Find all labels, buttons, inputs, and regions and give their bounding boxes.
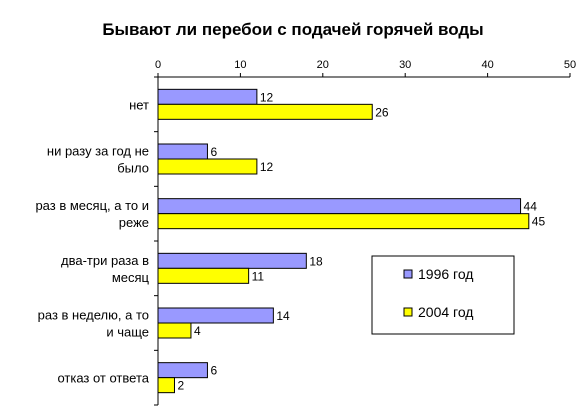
data-label: 2 bbox=[177, 379, 184, 393]
bar bbox=[157, 377, 175, 394]
data-label: 12 bbox=[260, 90, 274, 104]
bar bbox=[157, 213, 530, 230]
bar bbox=[157, 267, 250, 284]
data-label: 4 bbox=[194, 324, 201, 338]
bar bbox=[157, 307, 274, 324]
x-tick-label: 40 bbox=[481, 59, 493, 71]
category-label: раз в месяц, а то и bbox=[35, 198, 149, 213]
chart-title: Бывают ли перебои с подачей горячей воды bbox=[102, 20, 483, 39]
x-tick-label: 30 bbox=[399, 59, 411, 71]
category-label: реже bbox=[119, 215, 149, 230]
data-label: 44 bbox=[524, 200, 538, 214]
x-tick-label: 0 bbox=[155, 59, 161, 71]
bar bbox=[157, 158, 258, 175]
category-label: ни разу за год не bbox=[47, 144, 149, 159]
bar bbox=[157, 103, 373, 120]
bar bbox=[157, 88, 258, 105]
legend-entry: 1996 год bbox=[418, 266, 473, 282]
category-label: было bbox=[117, 161, 149, 176]
legend: 1996 год 2004 год bbox=[371, 255, 515, 335]
legend-swatch bbox=[403, 269, 413, 279]
category-label: и чаще bbox=[106, 325, 149, 340]
bar bbox=[157, 362, 208, 379]
data-label: 11 bbox=[252, 269, 265, 283]
x-axis: 0 10 20 30 40 50 bbox=[154, 59, 576, 406]
category-label: нет bbox=[129, 97, 149, 112]
category-labels: нет ни разу за год не было раз в месяц, а т… bbox=[35, 97, 149, 385]
x-tick-label: 20 bbox=[317, 59, 329, 71]
legend-entry: 2004 год bbox=[418, 304, 473, 320]
x-tick-label: 10 bbox=[234, 59, 246, 71]
category-label: раз в неделю, а то bbox=[38, 308, 149, 323]
legend-swatch bbox=[403, 307, 413, 317]
data-label: 12 bbox=[260, 160, 274, 174]
bar bbox=[157, 322, 192, 339]
bar bbox=[157, 252, 307, 269]
data-label: 45 bbox=[532, 215, 546, 229]
category-label: отказ от ответа bbox=[57, 371, 149, 386]
category-label: два-три раза в bbox=[61, 253, 149, 268]
data-label: 6 bbox=[210, 145, 217, 159]
data-label: 26 bbox=[375, 105, 389, 119]
category-label: месяц bbox=[112, 270, 150, 285]
x-tick-label: 50 bbox=[564, 59, 576, 71]
bar bbox=[157, 143, 208, 160]
data-label: 6 bbox=[210, 364, 217, 378]
data-label: 18 bbox=[309, 254, 323, 268]
legend-box bbox=[371, 255, 515, 335]
bar bbox=[157, 198, 522, 215]
data-label: 14 bbox=[276, 309, 290, 323]
